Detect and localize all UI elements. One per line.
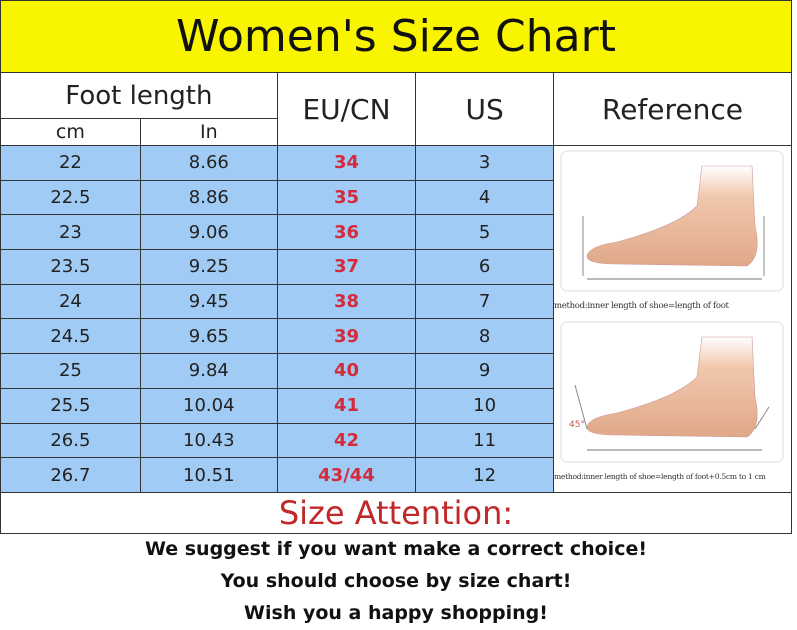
cell-eu: 34 [276,145,417,181]
cell-us: 10 [415,387,555,424]
size-table: Foot length EU/CN US Reference cm In 22 … [0,72,792,493]
cell-cm: 23.5 [0,249,141,285]
header-us: US [415,72,555,146]
cell-eu: 42 [276,422,417,459]
cell-eu: 43/44 [276,457,417,493]
cell-eu: 38 [276,283,417,320]
table-row: 25.5 10.04 41 10 [0,387,792,424]
cell-cm: 24.5 [0,318,141,355]
cell-in: 9.25 [139,249,278,285]
cell-in: 8.66 [139,145,278,181]
foot-measure-image-2: 45° [554,317,791,472]
header-reference: Reference [553,72,792,146]
page-title: Women's Size Chart [0,0,792,73]
attention-line: Wish you a happy shopping! [244,602,548,624]
cell-in: 8.86 [139,179,278,216]
table-row: 22.5 8.86 35 4 [0,179,792,216]
cell-cm: 26.5 [0,422,141,459]
cell-us: 3 [415,145,555,181]
cell-eu: 35 [276,179,417,216]
cell-eu: 40 [276,353,417,389]
cell-in: 9.45 [139,283,278,320]
cell-cm: 22.5 [0,179,141,216]
cell-cm: 25 [0,353,141,389]
cell-cm: 26.7 [0,457,141,493]
cell-eu: 39 [276,318,417,355]
cell-us: 12 [415,457,555,493]
cell-us: 6 [415,249,555,285]
cell-cm: 24 [0,283,141,320]
svg-text:45°: 45° [569,420,585,430]
table-row: 25 9.84 40 9 [0,353,792,389]
reference-images: method:inner length of shoe=length of fo… [553,145,792,493]
cell-in: 10.04 [139,387,278,424]
attention-line: We suggest if you want make a correct ch… [144,538,648,560]
cell-us: 11 [415,422,555,459]
table-row: 26.5 10.43 42 11 [0,422,792,459]
cell-us: 8 [415,318,555,355]
cell-in: 9.06 [139,214,278,251]
cell-in: 10.51 [139,457,278,493]
caption-method-2: method:inner length of shoe=length of fo… [554,472,766,481]
table-row: 24.5 9.65 39 8 [0,318,792,355]
cell-us: 5 [415,214,555,251]
cell-us: 4 [415,179,555,216]
foot-measure-image-1 [554,146,791,301]
table-row: 26.7 10.51 43/44 12 [0,457,792,493]
header-in: In [139,118,278,146]
cell-us: 7 [415,283,555,320]
cell-eu: 37 [276,249,417,285]
cell-cm: 25.5 [0,387,141,424]
cell-cm: 22 [0,145,141,181]
cell-in: 10.43 [139,422,278,459]
cell-cm: 23 [0,214,141,251]
cell-in: 9.84 [139,353,278,389]
cell-in: 9.65 [139,318,278,355]
header-cm: cm [0,118,141,146]
cell-eu: 36 [276,214,417,251]
header-eu: EU/CN [276,72,417,146]
caption-method-1: method:inner length of shoe=length of fo… [554,301,729,311]
header-foot-length: Foot length [0,72,278,119]
table-row: 22 8.66 34 3 method:inner length of shoe… [0,145,792,493]
cell-us: 9 [415,353,555,389]
size-attention-title: Size Attention: [0,492,792,534]
attention-line: You should choose by size chart! [220,570,572,592]
cell-eu: 41 [276,387,417,424]
